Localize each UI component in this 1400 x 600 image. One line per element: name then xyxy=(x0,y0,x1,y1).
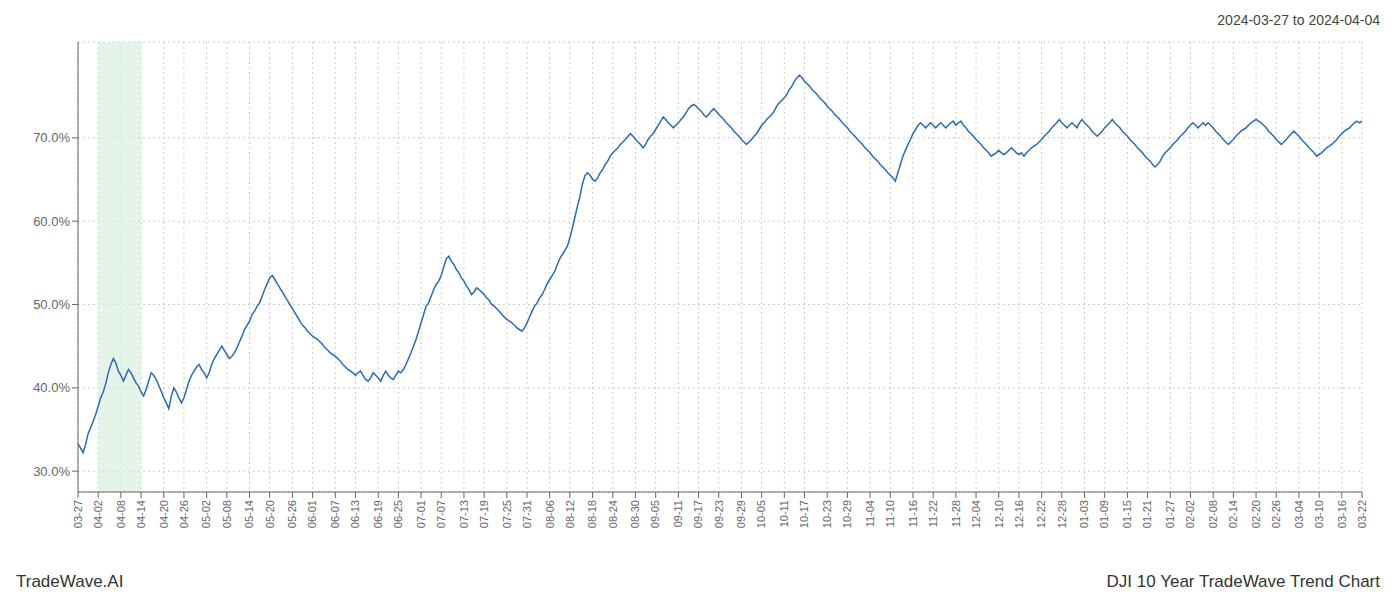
svg-text:09-29: 09-29 xyxy=(735,500,747,528)
svg-text:02-26: 02-26 xyxy=(1270,500,1282,528)
svg-text:08-12: 08-12 xyxy=(564,500,576,528)
svg-text:07-19: 07-19 xyxy=(478,500,490,528)
svg-text:50.0%: 50.0% xyxy=(33,297,70,312)
svg-text:12-04: 12-04 xyxy=(970,500,982,528)
svg-text:03-10: 03-10 xyxy=(1313,500,1325,528)
svg-text:70.0%: 70.0% xyxy=(33,130,70,145)
svg-text:11-10: 11-10 xyxy=(884,500,896,527)
svg-text:07-07: 07-07 xyxy=(435,500,447,528)
svg-text:01-27: 01-27 xyxy=(1164,500,1176,528)
svg-text:60.0%: 60.0% xyxy=(33,214,70,229)
svg-text:12-10: 12-10 xyxy=(993,500,1005,528)
svg-text:07-13: 07-13 xyxy=(458,500,470,528)
svg-text:02-02: 02-02 xyxy=(1184,500,1196,528)
svg-text:06-07: 06-07 xyxy=(329,500,341,528)
svg-text:01-21: 01-21 xyxy=(1141,500,1153,528)
svg-text:03-22: 03-22 xyxy=(1356,500,1368,528)
svg-text:09-11: 09-11 xyxy=(672,500,684,527)
svg-text:04-08: 04-08 xyxy=(115,500,127,528)
svg-text:04-20: 04-20 xyxy=(158,500,170,528)
svg-text:03-27: 03-27 xyxy=(72,500,84,528)
html-text:2024-03-27 to 2024-04-04: 2024-03-27 to 2024-04-04 xyxy=(1217,12,1380,28)
svg-text:07-01: 07-01 xyxy=(415,500,427,528)
svg-text:06-19: 06-19 xyxy=(372,500,384,528)
svg-text:40.0%: 40.0% xyxy=(33,380,70,395)
svg-text:08-24: 08-24 xyxy=(607,500,619,528)
svg-text:05-02: 05-02 xyxy=(200,500,212,528)
svg-text:12-16: 12-16 xyxy=(1013,500,1025,528)
svg-text:10-17: 10-17 xyxy=(798,500,810,528)
svg-text:06-01: 06-01 xyxy=(306,500,318,528)
svg-text:06-13: 06-13 xyxy=(349,500,361,528)
svg-text:09-05: 09-05 xyxy=(649,500,661,528)
svg-text:02-08: 02-08 xyxy=(1207,500,1219,528)
svg-text:11-04: 11-04 xyxy=(864,500,876,527)
svg-text:04-02: 04-02 xyxy=(92,500,104,528)
svg-text:11-28: 11-28 xyxy=(950,500,962,527)
svg-text:30.0%: 30.0% xyxy=(33,464,70,479)
html-text:DJI 10 Year TradeWave Trend Ch: DJI 10 Year TradeWave Trend Chart xyxy=(1106,572,1380,591)
html-text:TradeWave.AI: TradeWave.AI xyxy=(16,572,124,591)
svg-text:07-31: 07-31 xyxy=(521,500,533,528)
svg-text:07-25: 07-25 xyxy=(501,500,513,528)
svg-text:10-29: 10-29 xyxy=(841,500,853,528)
svg-text:03-16: 03-16 xyxy=(1336,500,1348,528)
svg-text:08-18: 08-18 xyxy=(586,500,598,528)
svg-text:08-30: 08-30 xyxy=(629,500,641,528)
svg-text:11-22: 11-22 xyxy=(927,500,939,527)
svg-text:12-22: 12-22 xyxy=(1035,500,1047,528)
svg-text:01-09: 01-09 xyxy=(1099,500,1111,528)
svg-text:04-14: 04-14 xyxy=(135,500,147,528)
svg-text:05-20: 05-20 xyxy=(264,500,276,528)
svg-text:09-23: 09-23 xyxy=(713,500,725,528)
svg-text:01-03: 01-03 xyxy=(1078,500,1090,528)
svg-text:08-06: 08-06 xyxy=(544,500,556,528)
svg-text:06-25: 06-25 xyxy=(392,500,404,528)
svg-text:01-15: 01-15 xyxy=(1121,500,1133,528)
svg-text:05-08: 05-08 xyxy=(221,500,233,528)
svg-text:02-20: 02-20 xyxy=(1250,500,1262,528)
svg-text:04-26: 04-26 xyxy=(178,500,190,528)
svg-text:05-26: 05-26 xyxy=(286,500,298,528)
svg-text:10-23: 10-23 xyxy=(821,500,833,528)
svg-text:03-04: 03-04 xyxy=(1293,500,1305,528)
svg-text:10-05: 10-05 xyxy=(755,500,767,528)
svg-text:02-14: 02-14 xyxy=(1227,500,1239,528)
svg-text:10-11: 10-11 xyxy=(778,500,790,527)
svg-text:11-16: 11-16 xyxy=(907,500,919,527)
svg-text:09-17: 09-17 xyxy=(692,500,704,528)
svg-text:05-14: 05-14 xyxy=(243,500,255,528)
svg-text:12-28: 12-28 xyxy=(1056,500,1068,528)
